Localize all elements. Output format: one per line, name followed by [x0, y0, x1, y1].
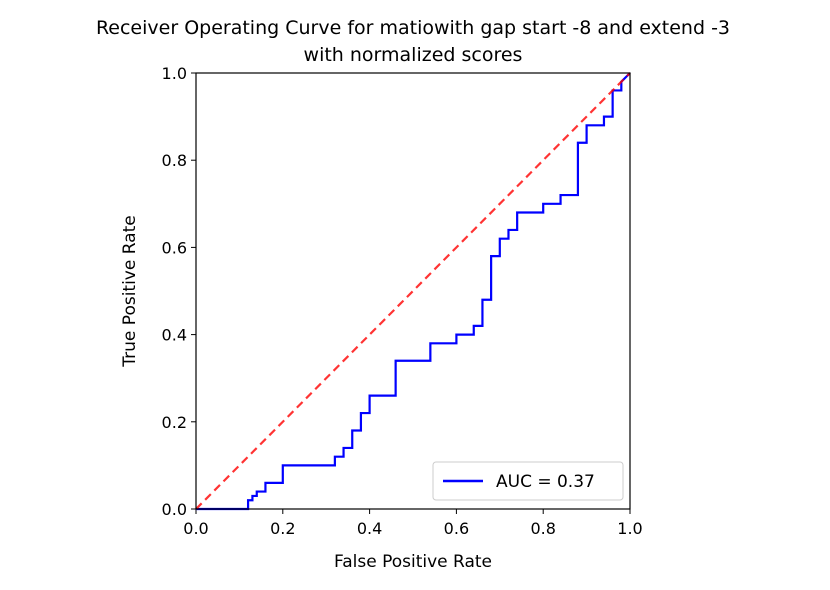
y-tick-label: 0.4 [162, 326, 187, 345]
roc-curve-line [196, 72, 631, 511]
plot-frame [195, 72, 631, 510]
legend-box [432, 461, 624, 501]
x-tick-label: 1.0 [617, 519, 642, 538]
x-tick-label: 0.4 [357, 519, 382, 538]
y-axis-ticks: 0.0 0.2 0.4 0.6 0.8 1.0 [162, 64, 196, 519]
y-tick-label: 0.6 [162, 238, 187, 257]
chance-diagonal-line [195, 72, 631, 510]
x-tick-label: 0.8 [530, 519, 555, 538]
x-tick-label: 0.6 [444, 519, 469, 538]
y-tick-label: 0.2 [162, 413, 187, 432]
chart-title-line-2: with normalized scores [304, 44, 523, 66]
x-axis-ticks: 0.0 0.2 0.4 0.6 0.8 1.0 [183, 509, 643, 538]
x-tick-label: 0.0 [183, 519, 208, 538]
legend-label: AUC = 0.37 [496, 472, 595, 492]
plot-lines [195, 72, 631, 511]
chart-title-line-1: Receiver Operating Curve for matiowith g… [96, 17, 730, 39]
x-axis-label: False Positive Rate [334, 552, 492, 572]
y-tick-label: 1.0 [162, 64, 187, 83]
y-tick-label: 0.8 [162, 151, 187, 170]
y-tick-label: 0.0 [162, 500, 187, 519]
x-tick-label: 0.2 [270, 519, 295, 538]
y-axis-label: True Positive Rate [120, 215, 140, 367]
legend: AUC = 0.37 [432, 461, 624, 501]
